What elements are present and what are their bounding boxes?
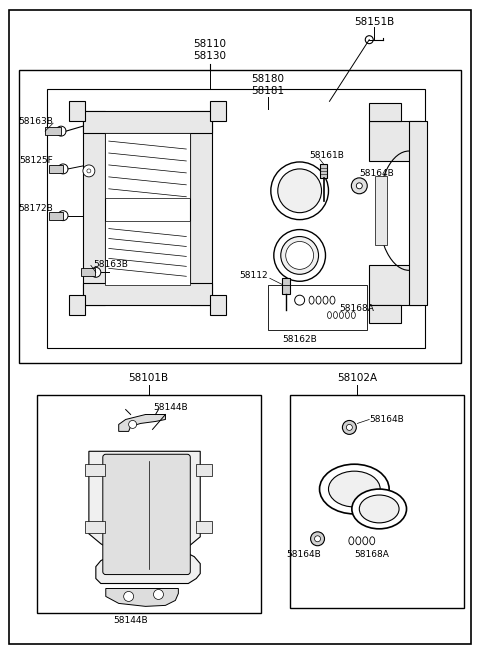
Polygon shape xyxy=(89,451,200,584)
Bar xyxy=(47,89,425,348)
Circle shape xyxy=(58,164,68,174)
Bar xyxy=(369,103,401,121)
Bar xyxy=(105,133,190,198)
Bar xyxy=(369,305,401,323)
Circle shape xyxy=(87,169,91,173)
Text: 58101B: 58101B xyxy=(129,373,168,383)
Bar xyxy=(196,464,212,476)
Ellipse shape xyxy=(286,242,313,269)
Bar xyxy=(210,102,226,121)
Bar xyxy=(19,69,461,363)
Text: 58102A: 58102A xyxy=(337,373,377,383)
Text: 58151B: 58151B xyxy=(354,17,395,27)
Ellipse shape xyxy=(320,464,389,514)
Circle shape xyxy=(124,591,133,601)
Text: 58172B: 58172B xyxy=(18,204,53,213)
Bar xyxy=(81,269,95,276)
Bar xyxy=(83,111,212,133)
Circle shape xyxy=(347,424,352,430)
Bar xyxy=(369,265,421,305)
Text: 58130: 58130 xyxy=(193,50,227,60)
Text: 58162B: 58162B xyxy=(282,335,317,345)
Circle shape xyxy=(365,36,373,44)
Text: 58164B: 58164B xyxy=(286,550,321,559)
Bar xyxy=(290,394,464,608)
Ellipse shape xyxy=(281,236,319,274)
Text: 58161B: 58161B xyxy=(310,151,345,160)
Bar xyxy=(268,285,367,330)
Circle shape xyxy=(311,532,324,546)
Circle shape xyxy=(342,421,356,434)
Polygon shape xyxy=(106,588,179,607)
Bar xyxy=(69,295,85,315)
Text: 58144B: 58144B xyxy=(153,403,188,412)
Bar xyxy=(45,127,61,135)
Bar xyxy=(196,521,212,533)
Circle shape xyxy=(154,590,164,599)
Bar xyxy=(375,176,387,246)
Text: 58144B: 58144B xyxy=(113,616,148,625)
Circle shape xyxy=(83,165,95,177)
Bar xyxy=(369,121,421,161)
Bar xyxy=(282,278,290,294)
FancyBboxPatch shape xyxy=(103,455,190,574)
Circle shape xyxy=(91,267,101,277)
Bar xyxy=(69,102,85,121)
Bar xyxy=(85,521,105,533)
Bar xyxy=(190,111,212,305)
Ellipse shape xyxy=(328,471,380,507)
Bar xyxy=(409,121,427,305)
Circle shape xyxy=(129,421,137,428)
Bar xyxy=(85,464,105,476)
Text: 58168A: 58168A xyxy=(354,550,389,559)
Text: 58168A: 58168A xyxy=(339,304,374,312)
Text: 58125F: 58125F xyxy=(19,157,53,166)
Ellipse shape xyxy=(360,495,399,523)
Bar xyxy=(37,394,261,613)
Text: 58164B: 58164B xyxy=(360,170,394,178)
Bar xyxy=(105,221,190,285)
Bar xyxy=(210,295,226,315)
Bar xyxy=(49,165,63,173)
Circle shape xyxy=(314,536,321,542)
Circle shape xyxy=(351,178,367,194)
Ellipse shape xyxy=(271,162,328,219)
Circle shape xyxy=(56,126,66,136)
Ellipse shape xyxy=(274,229,325,281)
Ellipse shape xyxy=(352,489,407,529)
Text: 58110: 58110 xyxy=(193,39,227,48)
Circle shape xyxy=(295,295,305,305)
Text: 58163B: 58163B xyxy=(93,260,128,269)
Text: 58112: 58112 xyxy=(239,271,268,280)
Bar xyxy=(320,164,327,178)
Circle shape xyxy=(58,211,68,221)
Text: 58181: 58181 xyxy=(251,86,285,96)
Text: 58163B: 58163B xyxy=(18,117,53,126)
Text: 58180: 58180 xyxy=(252,75,284,84)
Bar xyxy=(83,111,105,305)
Ellipse shape xyxy=(278,169,322,213)
Bar xyxy=(49,212,63,219)
Polygon shape xyxy=(119,415,166,432)
Circle shape xyxy=(356,183,362,189)
Text: 58164B: 58164B xyxy=(369,415,404,424)
Bar xyxy=(83,283,212,305)
